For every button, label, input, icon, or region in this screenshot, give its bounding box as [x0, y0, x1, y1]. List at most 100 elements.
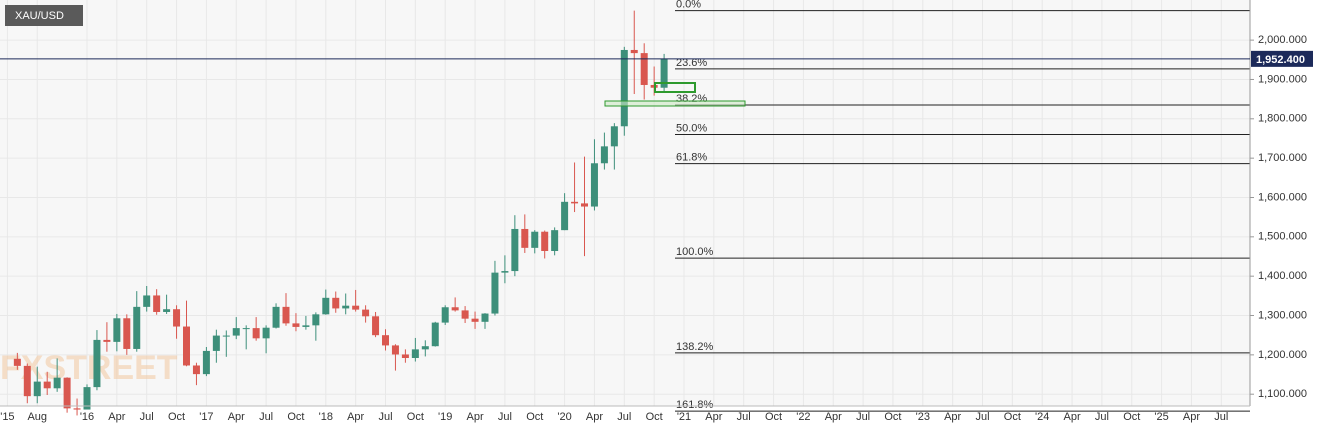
x-tick-label: Jul	[617, 411, 631, 423]
x-tick-label: Apr	[705, 411, 722, 423]
candle-body	[262, 327, 270, 339]
x-tick-label: Jul	[1214, 411, 1228, 423]
candle-body	[43, 381, 51, 389]
candle-body	[232, 328, 240, 336]
candle-body	[292, 323, 300, 327]
fibonacci: 0.0%23.6%38.2%50.0%61.8%100.0%138.2%161.…	[675, 0, 1250, 412]
x-tick-label: '20	[557, 411, 571, 423]
candle-body	[332, 297, 340, 309]
symbol-badge	[5, 5, 83, 26]
candle-body	[501, 271, 509, 273]
x-tick-label: '15	[0, 411, 14, 423]
annotation-box	[654, 82, 696, 93]
last-price-label: 1,952.400	[1256, 54, 1305, 66]
x-tick-label: '24	[1035, 411, 1049, 423]
candle-body	[521, 228, 529, 248]
x-tick-label: Apr	[825, 411, 842, 423]
candle-body	[461, 310, 469, 319]
candle-body	[491, 272, 499, 314]
x-tick-label: '22	[796, 411, 810, 423]
candle-body	[590, 163, 598, 207]
fib-label: 61.8%	[676, 152, 707, 164]
candle-body	[391, 345, 399, 355]
candle-body	[23, 365, 31, 397]
candle-body	[372, 316, 380, 336]
candle-body	[143, 295, 151, 307]
x-tick-label: Oct	[884, 411, 901, 423]
candle-body	[401, 354, 409, 359]
x-tick-label: Apr	[108, 411, 125, 423]
candle-body	[133, 306, 141, 349]
x-tick-label: Jul	[1095, 411, 1109, 423]
y-tick-label: 1,700.000	[1258, 152, 1307, 164]
x-tick-label: Jul	[259, 411, 273, 423]
x-tick-label: Apr	[347, 411, 364, 423]
candle-body	[73, 408, 81, 410]
candle-body	[312, 314, 320, 326]
candle-body	[610, 126, 618, 147]
fib-label: 23.6%	[676, 57, 707, 69]
candle-body	[561, 201, 569, 231]
x-tick-label: Oct	[765, 411, 782, 423]
x-tick-label: Oct	[526, 411, 543, 423]
candle-body	[640, 53, 648, 85]
candle-body	[53, 377, 61, 389]
candle-body	[630, 49, 638, 54]
candle-body	[451, 307, 459, 311]
x-tick-label: Aug	[27, 411, 47, 423]
candle-body	[63, 377, 71, 409]
fib-label: 138.2%	[676, 341, 714, 353]
candle-body	[93, 339, 101, 388]
candle-body	[571, 201, 579, 204]
candle-body	[202, 350, 210, 375]
last-price-badge	[1251, 50, 1313, 67]
candle-body	[541, 231, 549, 251]
y-tick-label: 1,400.000	[1258, 270, 1307, 282]
candle-body	[113, 318, 121, 342]
candle-body	[471, 318, 479, 322]
x-tick-label: '18	[319, 411, 333, 423]
candle-body	[382, 335, 389, 346]
x-tick-label: '17	[199, 411, 213, 423]
y-tick-label: 1,600.000	[1258, 191, 1307, 203]
candle-body	[342, 305, 350, 309]
candle-body	[33, 381, 41, 397]
x-tick-label: Oct	[646, 411, 663, 423]
y-tick-label: 1,800.000	[1258, 113, 1307, 125]
candle-body	[192, 365, 200, 375]
candle-body	[411, 349, 419, 359]
candle-body	[481, 313, 489, 322]
candle-body	[620, 49, 628, 127]
candle-body	[212, 335, 220, 351]
x-tick-label: Oct	[168, 411, 185, 423]
x-tick-label: Oct	[407, 411, 424, 423]
candle-body	[660, 59, 668, 88]
fib-label: 50.0%	[676, 122, 707, 134]
y-tick-label: 2,000.000	[1258, 34, 1307, 46]
candle-body	[282, 306, 290, 324]
y-tick-label: 1,900.000	[1258, 73, 1307, 85]
candle-body	[242, 328, 250, 330]
x-tick-label: Apr	[1183, 411, 1200, 423]
x-tick-label: Apr	[466, 411, 483, 423]
candle-body	[511, 228, 519, 272]
x-tick-label: '23	[916, 411, 930, 423]
x-tick-label: Apr	[228, 411, 245, 423]
candles	[13, 10, 668, 416]
y-tick-label: 1,300.000	[1258, 309, 1307, 321]
fib-label: 0.0%	[676, 0, 701, 11]
x-tick-label: Oct	[1004, 411, 1021, 423]
y-tick-label: 1,200.000	[1258, 349, 1307, 361]
y-tick-label: 1,500.000	[1258, 231, 1307, 243]
x-tick-label: Jul	[378, 411, 392, 423]
candle-body	[153, 295, 161, 312]
x-tick-label: Jul	[737, 411, 751, 423]
candle-body	[531, 231, 539, 248]
candle-body	[362, 309, 370, 317]
x-tick-label: Oct	[1123, 411, 1140, 423]
candle-body	[600, 146, 608, 164]
candle-body	[302, 325, 310, 327]
x-tick-label: Oct	[287, 411, 304, 423]
candle-body	[431, 322, 439, 347]
